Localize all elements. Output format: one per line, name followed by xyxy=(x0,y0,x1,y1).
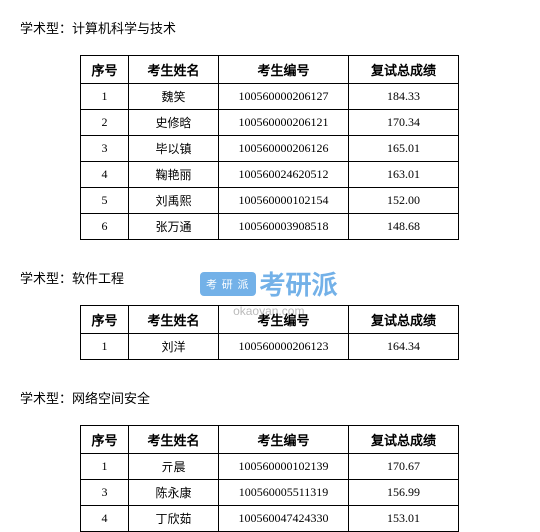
col-score: 复试总成绩 xyxy=(349,426,459,454)
cell-score: 164.34 xyxy=(349,334,459,360)
cell-name: 丁欣茹 xyxy=(129,506,219,532)
table-cs: 序号 考生姓名 考生编号 复试总成绩 1 魏笑 100560000206127 … xyxy=(80,55,459,240)
col-name: 考生姓名 xyxy=(129,426,219,454)
cell-id: 100560003908518 xyxy=(219,214,349,240)
col-id: 考生编号 xyxy=(219,426,349,454)
cell-seq: 4 xyxy=(81,506,129,532)
cell-id: 100560000206127 xyxy=(219,84,349,110)
cell-name: 陈永康 xyxy=(129,480,219,506)
table-sec: 序号 考生姓名 考生编号 复试总成绩 1 亓晨 100560000102139 … xyxy=(80,425,459,532)
table-row: 3 陈永康 100560005511319 156.99 xyxy=(81,480,459,506)
cell-id: 100560000206126 xyxy=(219,136,349,162)
table-header-row: 序号 考生姓名 考生编号 复试总成绩 xyxy=(81,426,459,454)
table-row: 2 史修晗 100560000206121 170.34 xyxy=(81,110,459,136)
cell-score: 153.01 xyxy=(349,506,459,532)
col-seq: 序号 xyxy=(81,56,129,84)
section-title-1: 学术型：计算机科学与技术 xyxy=(20,18,520,37)
cell-score: 170.34 xyxy=(349,110,459,136)
col-id: 考生编号 xyxy=(219,56,349,84)
table-header-row: 序号 考生姓名 考生编号 复试总成绩 xyxy=(81,306,459,334)
cell-id: 100560000206123 xyxy=(219,334,349,360)
cell-name: 张万通 xyxy=(129,214,219,240)
col-score: 复试总成绩 xyxy=(349,306,459,334)
cell-seq: 1 xyxy=(81,334,129,360)
table-row: 1 魏笑 100560000206127 184.33 xyxy=(81,84,459,110)
cell-name: 鞠艳丽 xyxy=(129,162,219,188)
col-id: 考生编号 xyxy=(219,306,349,334)
table-header-row: 序号 考生姓名 考生编号 复试总成绩 xyxy=(81,56,459,84)
cell-id: 100560000206121 xyxy=(219,110,349,136)
cell-id: 100560000102154 xyxy=(219,188,349,214)
col-name: 考生姓名 xyxy=(129,56,219,84)
cell-id: 100560024620512 xyxy=(219,162,349,188)
cell-id: 100560047424330 xyxy=(219,506,349,532)
section-title-3: 学术型：网络空间安全 xyxy=(20,388,520,407)
cell-name: 毕以镇 xyxy=(129,136,219,162)
col-seq: 序号 xyxy=(81,426,129,454)
cell-seq: 5 xyxy=(81,188,129,214)
cell-seq: 3 xyxy=(81,480,129,506)
table-row: 1 亓晨 100560000102139 170.67 xyxy=(81,454,459,480)
table-row: 6 张万通 100560003908518 148.68 xyxy=(81,214,459,240)
cell-seq: 1 xyxy=(81,84,129,110)
cell-id: 100560005511319 xyxy=(219,480,349,506)
table-row: 1 刘洋 100560000206123 164.34 xyxy=(81,334,459,360)
cell-seq: 3 xyxy=(81,136,129,162)
cell-seq: 6 xyxy=(81,214,129,240)
table-row: 4 鞠艳丽 100560024620512 163.01 xyxy=(81,162,459,188)
cell-name: 刘洋 xyxy=(129,334,219,360)
cell-score: 163.01 xyxy=(349,162,459,188)
cell-seq: 2 xyxy=(81,110,129,136)
table-se: 序号 考生姓名 考生编号 复试总成绩 1 刘洋 100560000206123 … xyxy=(80,305,459,360)
col-seq: 序号 xyxy=(81,306,129,334)
cell-score: 156.99 xyxy=(349,480,459,506)
cell-score: 148.68 xyxy=(349,214,459,240)
col-score: 复试总成绩 xyxy=(349,56,459,84)
cell-id: 100560000102139 xyxy=(219,454,349,480)
col-name: 考生姓名 xyxy=(129,306,219,334)
table-row: 5 刘禹熙 100560000102154 152.00 xyxy=(81,188,459,214)
cell-name: 史修晗 xyxy=(129,110,219,136)
section-title-2: 学术型：软件工程 xyxy=(20,268,520,287)
cell-name: 刘禹熙 xyxy=(129,188,219,214)
cell-seq: 1 xyxy=(81,454,129,480)
cell-seq: 4 xyxy=(81,162,129,188)
cell-score: 165.01 xyxy=(349,136,459,162)
table-row: 3 毕以镇 100560000206126 165.01 xyxy=(81,136,459,162)
cell-name: 亓晨 xyxy=(129,454,219,480)
cell-name: 魏笑 xyxy=(129,84,219,110)
cell-score: 184.33 xyxy=(349,84,459,110)
cell-score: 170.67 xyxy=(349,454,459,480)
table-row: 4 丁欣茹 100560047424330 153.01 xyxy=(81,506,459,532)
cell-score: 152.00 xyxy=(349,188,459,214)
